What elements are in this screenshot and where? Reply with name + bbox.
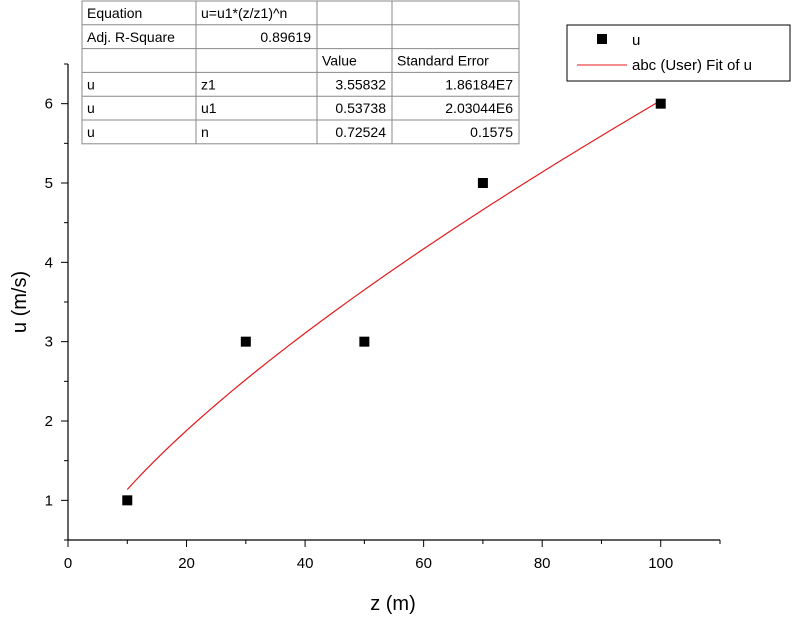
legend-marker-u [597, 34, 607, 44]
ticks: 0 20 40 60 80 100 1 2 3 4 5 6 [45, 63, 721, 572]
y-tick-label: 6 [45, 96, 53, 113]
points-layer [122, 98, 666, 506]
data-point [240, 336, 251, 347]
x-axis-title: z (m) [370, 593, 416, 615]
x-tick-label: 60 [415, 555, 432, 572]
stats-table-cell: 0.1575 [470, 124, 513, 140]
legend-label-u: u [632, 32, 640, 49]
x-tick-label: 100 [648, 555, 673, 572]
stats-table-cell: 2.03044E6 [445, 100, 513, 116]
legend-label-fit: abc (User) Fit of u [632, 57, 752, 74]
stats-table-cell: u [87, 76, 95, 92]
data-point [122, 495, 133, 506]
stats-table-cell: Equation [87, 5, 142, 21]
stats-table-cell: u [87, 100, 95, 116]
y-tick-label: 2 [45, 413, 53, 430]
stats-table-cell: Adj. R-Square [87, 29, 175, 45]
y-tick-label: 3 [45, 334, 53, 351]
stats-table-cell: 0.72524 [335, 124, 386, 140]
stats-table-cell: 3.55832 [335, 76, 386, 92]
fit-curve [126, 100, 662, 490]
stats-table-cell: u=u1*(z/z1)^n [201, 5, 287, 21]
y-tick-label: 4 [45, 254, 53, 271]
legend: u abc (User) Fit of u [566, 24, 791, 82]
stats-table-cell: z1 [201, 76, 216, 92]
y-tick-label: 1 [45, 492, 53, 509]
stats-table-cell: 1.86184E7 [445, 76, 513, 92]
stats-table-cell: Standard Error [397, 53, 489, 69]
stats-table-cell: u1 [201, 100, 217, 116]
x-tick-label: 80 [534, 555, 551, 572]
x-tick-label: 0 [64, 555, 72, 572]
y-axis-title: u (m/s) [9, 271, 31, 333]
fit-layer [126, 100, 662, 490]
x-tick-label: 20 [178, 555, 195, 572]
stats-table-cell: 0.89619 [260, 29, 311, 45]
stats-table: Equation u=u1*(z/z1)^n Adj. R-Square 0.8961… [81, 0, 520, 145]
y-tick-label: 5 [45, 175, 53, 192]
data-point [477, 178, 488, 188]
data-point [359, 336, 370, 347]
stats-table-cell: n [201, 124, 209, 140]
stats-table-cell: 0.53738 [335, 100, 386, 116]
stats-table-cell: u [87, 124, 95, 140]
x-tick-label: 40 [297, 555, 314, 572]
stats-table-cell: Value [322, 53, 357, 69]
data-point [655, 98, 666, 109]
